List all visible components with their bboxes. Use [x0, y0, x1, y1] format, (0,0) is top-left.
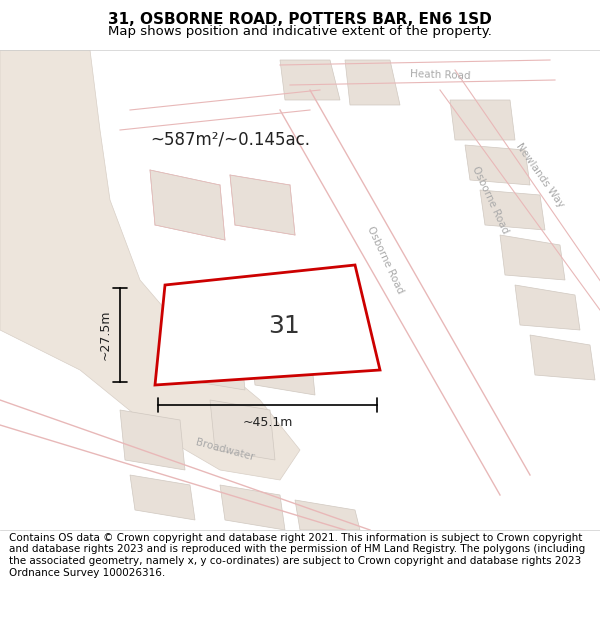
Text: 31, OSBORNE ROAD, POTTERS BAR, EN6 1SD: 31, OSBORNE ROAD, POTTERS BAR, EN6 1SD [108, 12, 492, 28]
Polygon shape [450, 100, 515, 140]
Polygon shape [150, 170, 225, 240]
Polygon shape [250, 335, 315, 395]
Text: ~45.1m: ~45.1m [242, 416, 293, 429]
Polygon shape [155, 265, 380, 385]
Polygon shape [480, 190, 545, 230]
Polygon shape [270, 90, 540, 480]
Polygon shape [515, 285, 580, 330]
Polygon shape [220, 485, 285, 530]
Polygon shape [270, 50, 540, 80]
Polygon shape [180, 330, 245, 390]
Polygon shape [345, 60, 400, 105]
Text: Contains OS data © Crown copyright and database right 2021. This information is : Contains OS data © Crown copyright and d… [9, 533, 585, 578]
Text: Broadwater: Broadwater [194, 438, 256, 462]
Polygon shape [210, 400, 275, 460]
Text: Heath Road: Heath Road [410, 69, 470, 81]
Polygon shape [530, 335, 595, 380]
Text: Map shows position and indicative extent of the property.: Map shows position and indicative extent… [108, 24, 492, 38]
Text: ~587m²/~0.145ac.: ~587m²/~0.145ac. [150, 131, 310, 149]
Polygon shape [0, 50, 300, 480]
Polygon shape [500, 235, 565, 280]
Polygon shape [230, 175, 295, 235]
Polygon shape [280, 60, 340, 100]
Text: 31: 31 [268, 314, 299, 338]
Polygon shape [120, 410, 185, 470]
Text: Newlands Way: Newlands Way [514, 141, 566, 209]
Text: Osborne Road: Osborne Road [365, 225, 405, 295]
Polygon shape [130, 475, 195, 520]
Polygon shape [295, 500, 360, 530]
Text: Osborne Road: Osborne Road [470, 165, 510, 235]
Polygon shape [465, 145, 530, 185]
Polygon shape [0, 390, 380, 530]
Text: ~27.5m: ~27.5m [98, 310, 112, 360]
